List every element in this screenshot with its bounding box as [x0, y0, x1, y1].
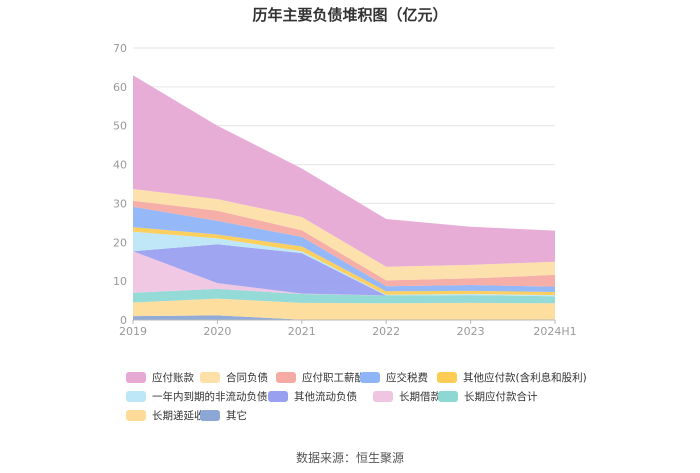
legend-swatch	[126, 409, 146, 421]
legend-item[interactable]: 长期借款	[373, 389, 441, 403]
legend-swatch	[276, 371, 296, 383]
area-合同负债	[133, 189, 555, 281]
legend-swatch	[373, 390, 393, 402]
legend-label: 长期递延收益	[152, 409, 215, 422]
x-tick-label: 2023	[457, 325, 485, 338]
legend-item[interactable]: 长期应付款合计	[438, 389, 538, 403]
area-应交税费	[133, 206, 555, 293]
legend-label: 合同负债	[226, 371, 268, 384]
legend-item[interactable]: 应交税费	[360, 370, 428, 384]
area-其他应付款(含利息和股利)	[133, 227, 555, 296]
legend-label: 其他流动负债	[294, 390, 357, 403]
x-tick-label: 2022	[372, 325, 400, 338]
area-长期递延收益	[133, 298, 555, 320]
y-tick-label: 30	[113, 197, 127, 210]
x-tick-label: 2019	[119, 325, 147, 338]
legend-item[interactable]: 合同负债	[200, 370, 268, 384]
legend-label: 其它	[226, 409, 247, 422]
legend-item[interactable]: 应付职工薪酬	[276, 370, 365, 384]
legend-item[interactable]: 一年内到期的非流动负债	[126, 389, 268, 403]
y-tick-label: 20	[113, 236, 127, 249]
legend-item[interactable]: 长期递延收益	[126, 408, 215, 422]
area-应付职工薪酬	[133, 200, 555, 287]
legend-item[interactable]: 其他流动负债	[268, 389, 357, 403]
y-tick-label: 0	[120, 314, 127, 327]
chart-title: 历年主要负债堆积图（亿元）	[252, 6, 448, 24]
x-axis-ticks: 2019 2020 2021 2022 2023 2024H1	[119, 320, 577, 338]
area-series	[133, 75, 555, 320]
legend-label: 长期应付款合计	[464, 390, 538, 403]
x-tick-label: 2021	[288, 325, 316, 338]
legend-label: 长期借款	[399, 390, 441, 403]
legend-label: 应交税费	[386, 371, 428, 384]
legend-swatch	[200, 409, 220, 421]
area-长期应付款合计	[133, 288, 555, 304]
y-tick-label: 60	[113, 81, 127, 94]
area-其他流动负债	[133, 244, 555, 297]
y-tick-label: 50	[113, 120, 127, 133]
y-tick-label: 70	[113, 42, 127, 55]
data-source: 数据来源：恒生聚源	[295, 451, 404, 465]
legend-swatch	[437, 371, 457, 383]
y-tick-label: 40	[113, 159, 127, 172]
legend-swatch	[126, 371, 146, 383]
area-应付账款	[133, 75, 555, 267]
legend-item[interactable]: 应付账款	[126, 370, 194, 384]
area-一年内到期的非流动负债	[133, 231, 555, 297]
legend-swatch	[360, 371, 380, 383]
legend-label: 应付职工薪酬	[302, 371, 365, 384]
x-tick-label: 2024H1	[533, 325, 576, 338]
x-tick-label: 2020	[203, 325, 231, 338]
legend-label: 一年内到期的非流动负债	[152, 390, 268, 403]
legend-label: 应付账款	[152, 371, 194, 384]
legend-item[interactable]: 其它	[200, 408, 247, 422]
legend-swatch	[268, 390, 288, 402]
legend-swatch	[126, 390, 146, 402]
y-tick-label: 10	[113, 275, 127, 288]
legend-swatch	[200, 371, 220, 383]
legend-item[interactable]: 其他应付款(含利息和股利)	[437, 370, 587, 384]
legend-swatch	[438, 390, 458, 402]
y-axis-ticks: 0 10 20 30 40 50 60 70	[113, 42, 127, 327]
area-其它	[133, 315, 555, 320]
legend-label: 其他应付款(含利息和股利)	[463, 371, 587, 384]
